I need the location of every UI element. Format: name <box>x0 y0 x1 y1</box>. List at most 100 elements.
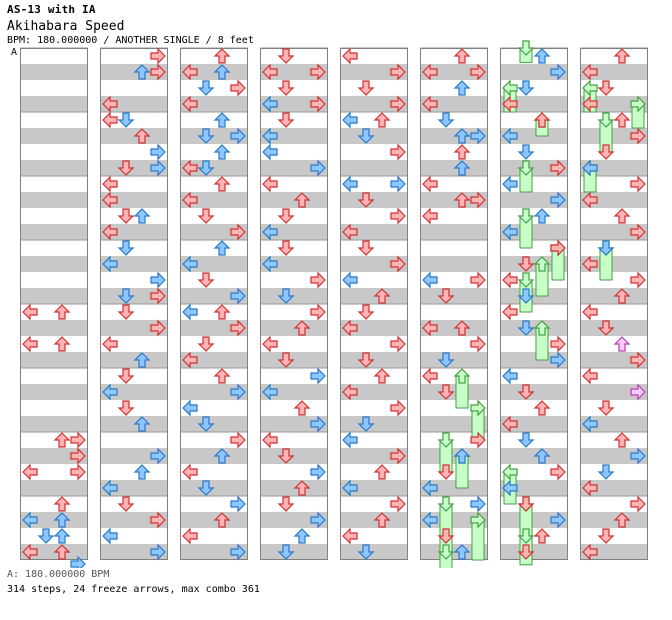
arrow-up <box>213 48 231 64</box>
arrow-right <box>150 543 166 561</box>
arrow-right <box>70 463 86 481</box>
arrow-up <box>213 112 231 128</box>
freeze-arrow-left <box>502 79 518 97</box>
arrow-right <box>630 351 646 369</box>
beat-stripe <box>20 224 88 240</box>
beat-stripe <box>180 480 248 496</box>
arrow-down <box>277 80 295 96</box>
beat-stripe <box>20 352 88 368</box>
arrow-down <box>437 112 455 128</box>
arrow-right <box>310 415 326 433</box>
arrow-up <box>213 176 231 192</box>
arrow-left <box>422 271 438 289</box>
beat-stripe <box>260 256 328 272</box>
arrow-down <box>117 304 135 320</box>
arrow-right <box>150 159 166 177</box>
arrow-right <box>550 463 566 481</box>
arrow-up <box>613 512 631 528</box>
arrow-down <box>517 256 535 272</box>
arrow-up <box>293 400 311 416</box>
arrow-down <box>357 80 375 96</box>
arrow-left <box>102 383 118 401</box>
beat-stripe <box>100 512 168 528</box>
beat-stripe <box>420 96 488 112</box>
arrow-down <box>597 320 615 336</box>
beat-stripe <box>580 224 648 240</box>
beat-stripe <box>580 512 648 528</box>
arrow-up <box>613 208 631 224</box>
arrow-down <box>597 528 615 544</box>
beat-stripe <box>260 544 328 560</box>
arrow-right <box>230 319 246 337</box>
beat-stripe <box>580 64 648 80</box>
beat-stripe <box>260 128 328 144</box>
arrow-left <box>582 191 598 209</box>
arrow-down <box>437 384 455 400</box>
arrow-up <box>533 208 551 224</box>
beat-stripe <box>260 320 328 336</box>
beat-stripe <box>180 64 248 80</box>
arrow-up <box>373 288 391 304</box>
arrow-up <box>133 128 151 144</box>
arrow-up <box>453 544 471 560</box>
beat-stripe <box>500 448 568 464</box>
arrow-up <box>613 112 631 128</box>
arrow-left <box>182 159 198 177</box>
arrow-up <box>613 288 631 304</box>
arrow-left <box>262 255 278 273</box>
arrow-right <box>390 255 406 273</box>
arrow-left <box>22 463 38 481</box>
column-border <box>20 48 88 560</box>
beat-stripe <box>100 544 168 560</box>
arrow-down <box>357 304 375 320</box>
arrow-up <box>133 208 151 224</box>
beat-stripe <box>260 352 328 368</box>
beat-stripe <box>100 224 168 240</box>
beat-stripe <box>180 384 248 400</box>
beat-stripe <box>100 288 168 304</box>
beat-stripe <box>500 256 568 272</box>
beat-stripe <box>20 544 88 560</box>
arrow-up <box>133 64 151 80</box>
arrow-left <box>262 127 278 145</box>
arrow-down <box>277 496 295 512</box>
beat-stripe <box>340 160 408 176</box>
arrow-left <box>422 95 438 113</box>
arrow-right <box>310 63 326 81</box>
beat-stripe <box>100 64 168 80</box>
arrow-left <box>102 223 118 241</box>
arrow-left <box>102 175 118 193</box>
arrow-up <box>373 112 391 128</box>
beat-stripe <box>580 192 648 208</box>
arrow-left <box>342 383 358 401</box>
arrow-right <box>550 159 566 177</box>
bpm-marker: A <box>11 47 18 58</box>
arrow-down <box>597 80 615 96</box>
arrow-left <box>262 95 278 113</box>
arrow-up <box>293 320 311 336</box>
beat-stripe <box>500 512 568 528</box>
arrow-down <box>357 128 375 144</box>
beat-stripe <box>580 160 648 176</box>
arrow-left <box>182 191 198 209</box>
arrow-right <box>390 95 406 113</box>
arrow-left <box>22 511 38 529</box>
beat-stripe <box>100 480 168 496</box>
arrow-left <box>422 479 438 497</box>
arrow-up <box>533 400 551 416</box>
beat-stripe <box>100 416 168 432</box>
arrow-up <box>453 128 471 144</box>
freeze-arrow-right <box>470 511 486 529</box>
beat-stripe <box>500 480 568 496</box>
beat-stripe <box>580 384 648 400</box>
arrow-up <box>533 528 551 544</box>
arrow-down <box>597 144 615 160</box>
freeze-arrow-down <box>517 528 535 544</box>
beat-stripe <box>100 160 168 176</box>
column-border <box>260 48 328 560</box>
beat-stripe <box>180 448 248 464</box>
beat-stripe <box>500 384 568 400</box>
freeze-arrow-down <box>437 496 455 512</box>
arrow-right <box>550 191 566 209</box>
arrow-right <box>390 335 406 353</box>
